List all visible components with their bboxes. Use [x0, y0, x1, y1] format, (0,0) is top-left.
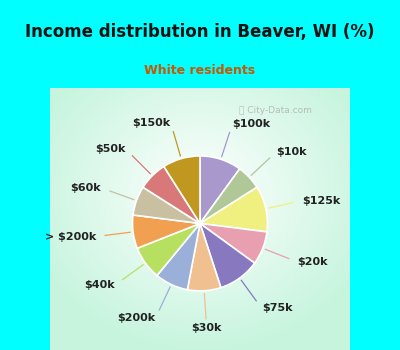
Wedge shape	[200, 223, 255, 288]
Text: > $200k: > $200k	[44, 232, 96, 242]
Wedge shape	[137, 223, 200, 275]
Text: $30k: $30k	[192, 323, 222, 333]
Wedge shape	[200, 223, 267, 263]
Text: $75k: $75k	[262, 303, 292, 313]
Wedge shape	[200, 187, 268, 232]
Wedge shape	[187, 223, 221, 291]
Wedge shape	[143, 167, 200, 223]
Wedge shape	[164, 156, 200, 223]
Text: $10k: $10k	[276, 147, 307, 156]
Text: $60k: $60k	[70, 183, 101, 193]
Wedge shape	[200, 156, 240, 223]
Text: $150k: $150k	[132, 118, 171, 128]
Text: ⓘ City-Data.com: ⓘ City-Data.com	[238, 106, 312, 115]
Text: Income distribution in Beaver, WI (%): Income distribution in Beaver, WI (%)	[25, 22, 375, 41]
Wedge shape	[133, 187, 200, 223]
Text: $125k: $125k	[302, 196, 341, 205]
Wedge shape	[200, 169, 257, 223]
Text: $100k: $100k	[232, 119, 270, 128]
Text: $200k: $200k	[117, 314, 155, 323]
Text: White residents: White residents	[144, 63, 256, 77]
Text: $50k: $50k	[95, 144, 126, 154]
Text: $20k: $20k	[298, 257, 328, 267]
Wedge shape	[132, 215, 200, 248]
Text: $40k: $40k	[84, 280, 115, 290]
Wedge shape	[157, 223, 200, 290]
